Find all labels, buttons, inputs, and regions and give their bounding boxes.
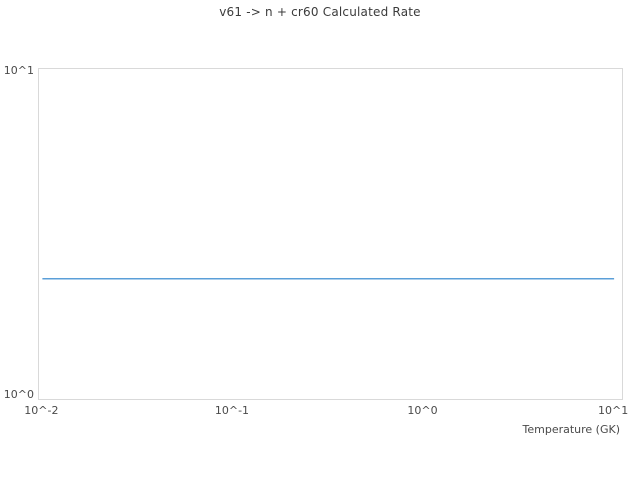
x-tick-label: 10^1 [598, 404, 629, 417]
plot-series-layer [42, 278, 615, 280]
y-tick-label: 10^0 [3, 388, 34, 402]
chart-title: v61 -> n + cr60 Calculated Rate [219, 5, 421, 19]
y-tick-label: 10^1 [3, 63, 34, 77]
x-tick-label: 10^-1 [214, 404, 250, 417]
x-tick-label: 10^0 [407, 404, 438, 417]
x-axis-label: Temperature (GK) [522, 423, 621, 436]
plot-area [38, 68, 623, 400]
x-tick-label: 10^-2 [24, 404, 59, 417]
